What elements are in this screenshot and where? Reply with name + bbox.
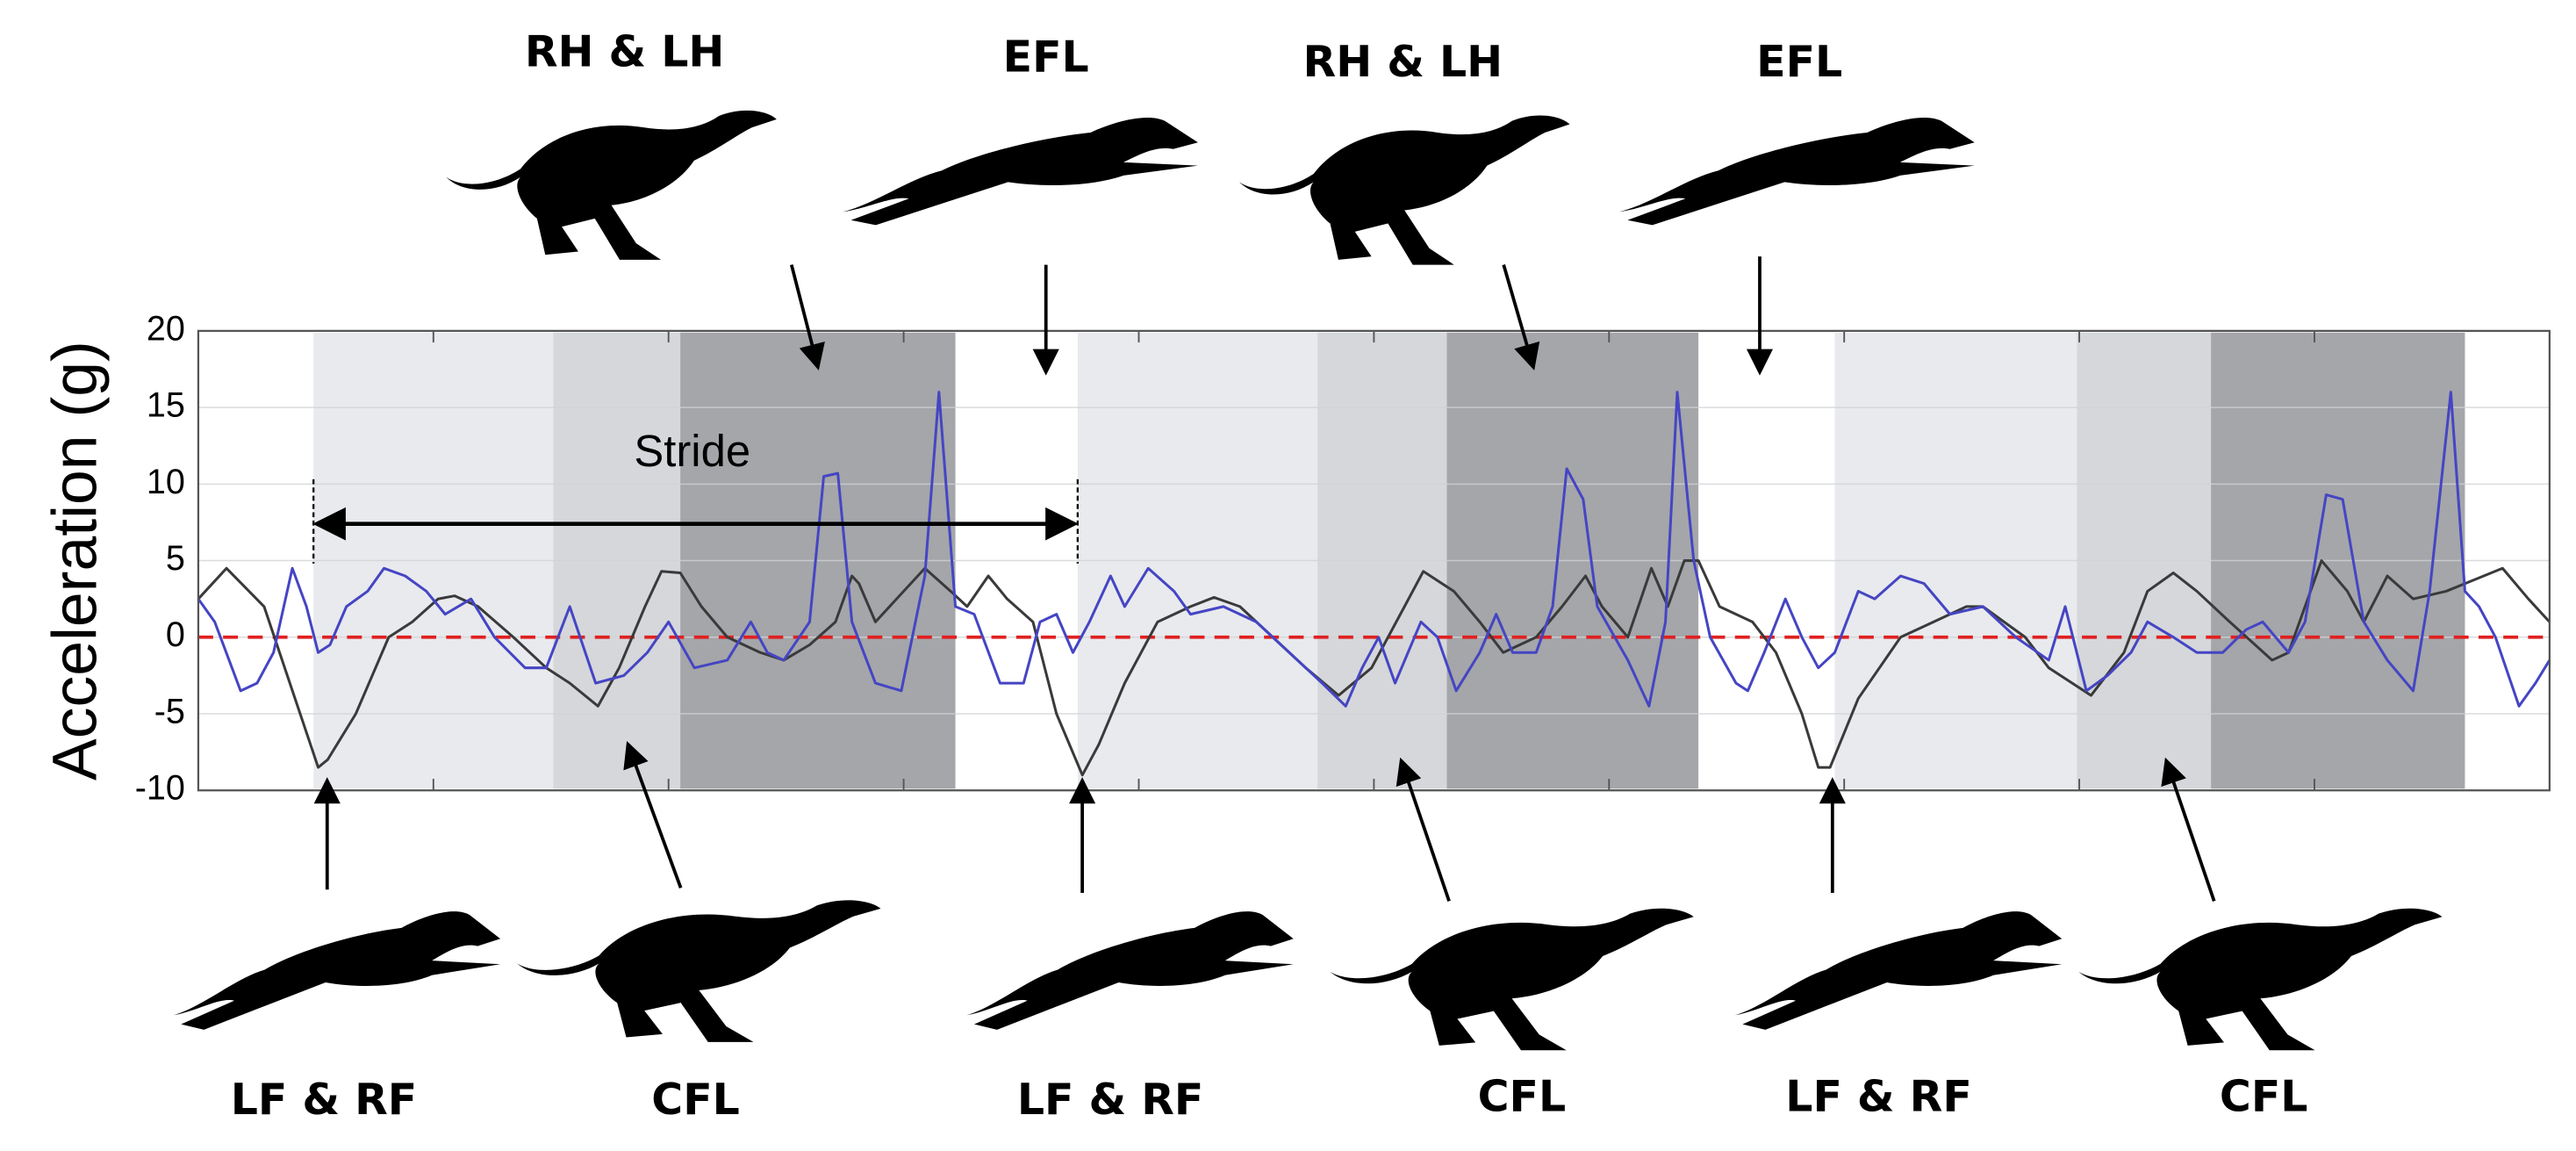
y-tick-label: 5	[166, 539, 185, 578]
phase-labels: RH & LH EFL RH & LH EFL LF & RF CFL LF &…	[231, 27, 2308, 1126]
y-axis-label: Acceleration (g)	[39, 341, 110, 781]
dog-silhouette	[1330, 908, 1694, 1051]
phase-label: EFL	[1756, 37, 1842, 87]
arrow	[623, 740, 683, 888]
series-line	[197, 559, 2551, 777]
dog-silhouette	[446, 110, 777, 260]
phase-label: CFL	[1478, 1071, 1567, 1121]
dog-silhouette	[843, 117, 1198, 226]
arrow	[1396, 757, 1451, 902]
phase-arrows	[313, 256, 2216, 902]
dog-silhouette	[966, 911, 1294, 1030]
arrow	[1502, 264, 1540, 370]
phase-label: LF & RF	[1785, 1071, 1971, 1121]
dog-silhouette	[1734, 911, 2063, 1030]
y-tick-label: 10	[147, 463, 185, 501]
phase-label: CFL	[2220, 1071, 2308, 1121]
dog-silhouette	[1618, 117, 1975, 226]
phase-label: CFL	[651, 1075, 740, 1125]
dog-silhouette	[2078, 908, 2443, 1051]
arrow	[789, 264, 825, 370]
phase-label: EFL	[1003, 32, 1089, 82]
dog-silhouette	[1238, 115, 1570, 265]
plot: -10 -5 0 5 10 15 20 Stride	[135, 309, 2551, 808]
dog-silhouette	[173, 911, 501, 1030]
y-tick-label: -10	[135, 769, 185, 808]
phase-label: LF & RF	[231, 1075, 417, 1125]
stride-label: Stride	[634, 426, 750, 476]
phase-label: RH & LH	[1303, 37, 1503, 87]
y-tick-label: -5	[154, 692, 185, 730]
phase-label: RH & LH	[525, 27, 725, 77]
arrow	[2161, 757, 2216, 902]
y-tick-label: 20	[147, 309, 185, 348]
y-tick-label: 15	[147, 386, 185, 425]
plot-frame	[197, 329, 2551, 792]
phase-label: LF & RF	[1017, 1075, 1203, 1125]
y-tick-label: 0	[166, 615, 185, 654]
series-line	[197, 391, 2551, 708]
dog-silhouette	[517, 900, 881, 1042]
